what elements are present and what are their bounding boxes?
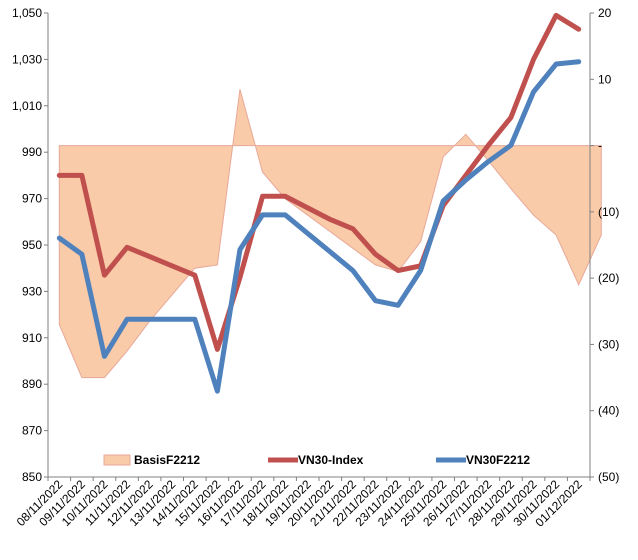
left-tick-label: 910 bbox=[22, 331, 42, 345]
area-series-basisf2212 bbox=[58, 89, 602, 379]
line-series-vn30-index bbox=[56, 12, 582, 352]
right-tick-label: - bbox=[598, 139, 602, 153]
left-tick-label: 930 bbox=[22, 284, 42, 298]
legend-item-vn30-index: VN30-Index bbox=[268, 453, 364, 467]
left-tick-label: 1,050 bbox=[12, 6, 42, 20]
left-tick-label: 1,010 bbox=[12, 99, 42, 113]
right-tick-label: (50) bbox=[598, 470, 619, 484]
right-tick-label: (30) bbox=[598, 337, 619, 351]
right-tick-label: (10) bbox=[598, 205, 619, 219]
left-tick-label: 1,030 bbox=[12, 52, 42, 66]
line-series-layer bbox=[56, 12, 582, 394]
left-tick-label: 950 bbox=[22, 238, 42, 252]
right-tick-label: (20) bbox=[598, 271, 619, 285]
left-tick-label: 970 bbox=[22, 192, 42, 206]
legend-item-vn30f2212: VN30F2212 bbox=[436, 453, 530, 467]
right-tick-label: (40) bbox=[598, 404, 619, 418]
legend-label: VN30F2212 bbox=[466, 453, 530, 467]
legend-label: BasisF2212 bbox=[134, 453, 200, 467]
legend-swatch bbox=[103, 454, 131, 466]
left-tick-label: 990 bbox=[22, 145, 42, 159]
legend-item-basisf2212: BasisF2212 bbox=[103, 453, 200, 467]
right-tick-label: 10 bbox=[598, 72, 612, 86]
legend: BasisF2212 VN30-Index VN30F2212 bbox=[103, 453, 530, 467]
right-tick-label: 20 bbox=[598, 6, 612, 20]
left-tick-label: 850 bbox=[22, 470, 42, 484]
line-series-vn30f2212 bbox=[56, 59, 582, 394]
legend-label: VN30-Index bbox=[298, 453, 364, 467]
area-series-layer bbox=[58, 89, 602, 379]
left-tick-label: 890 bbox=[22, 377, 42, 391]
left-tick-label: 870 bbox=[22, 424, 42, 438]
